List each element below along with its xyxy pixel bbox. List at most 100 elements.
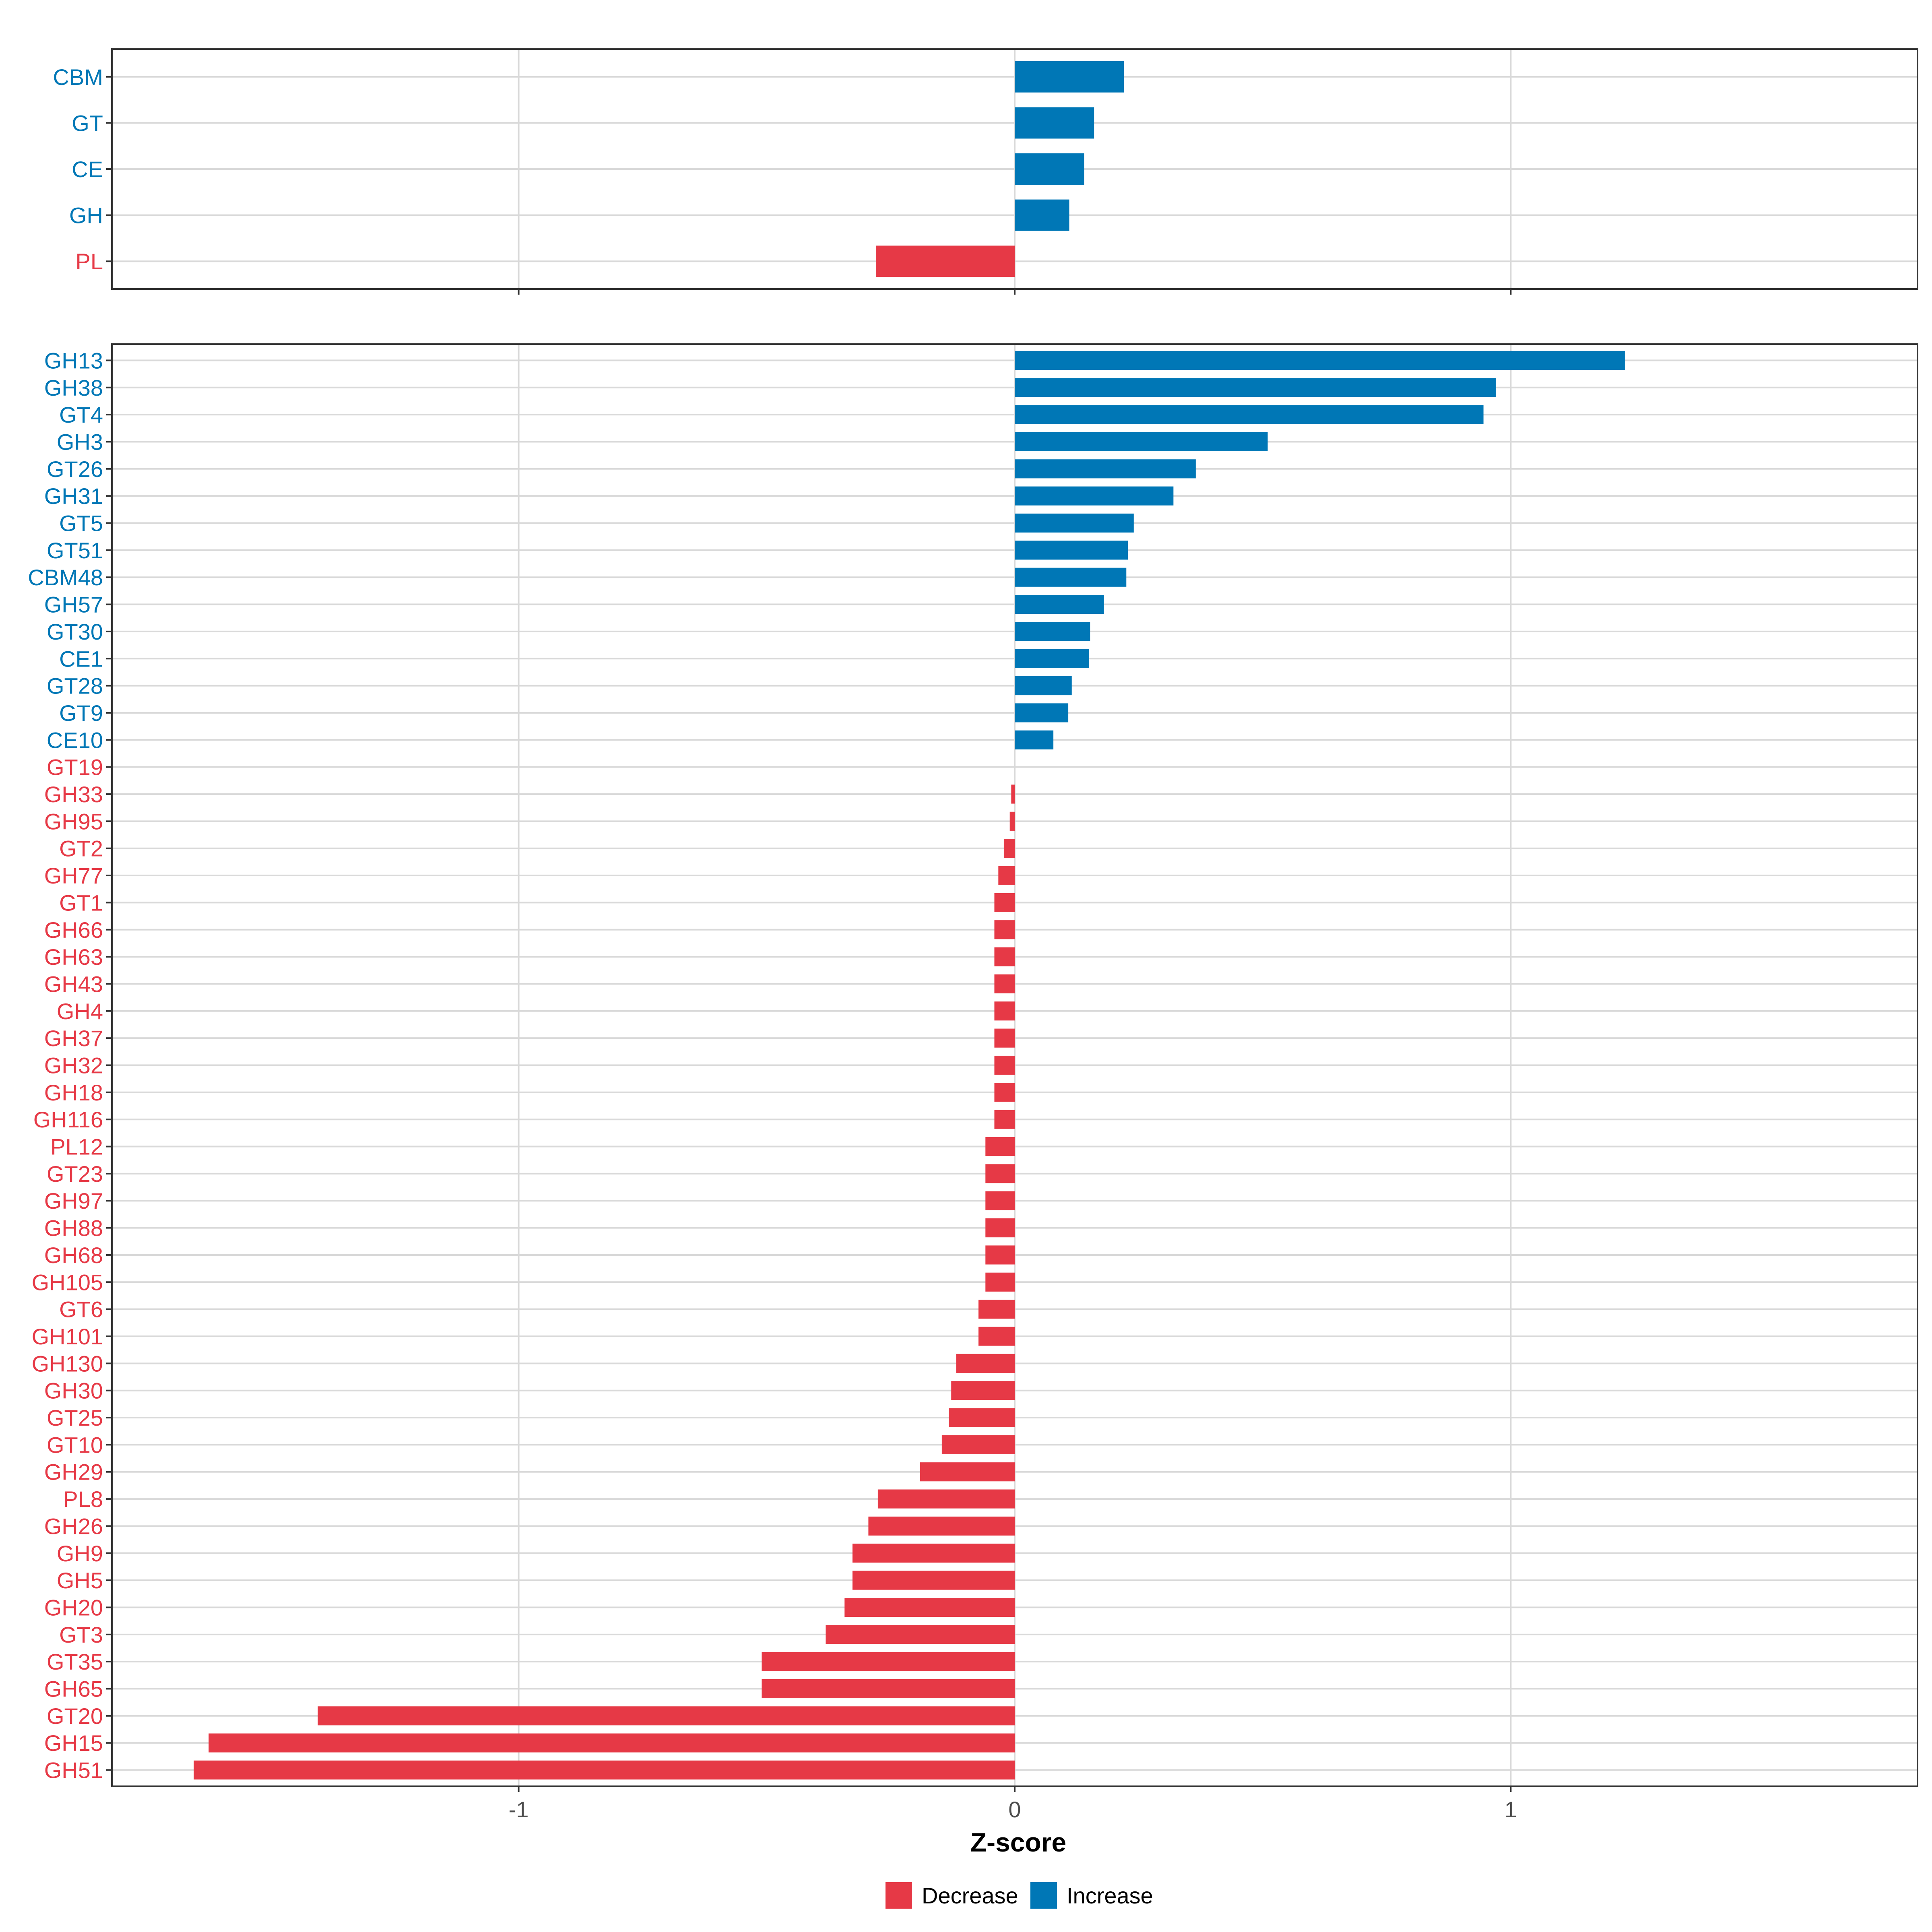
bar-gh77 bbox=[998, 866, 1015, 885]
bar-gh13 bbox=[1015, 351, 1625, 370]
y-label-gt9: GT9 bbox=[59, 700, 103, 726]
y-label-gh63: GH63 bbox=[44, 944, 103, 970]
y-label-pl: PL bbox=[76, 249, 103, 274]
y-label-cbm: CBM bbox=[53, 64, 103, 90]
bar-gh bbox=[1015, 199, 1069, 231]
bar-gh65 bbox=[762, 1679, 1015, 1699]
legend-swatch-decrease bbox=[886, 1882, 912, 1909]
y-label-gt2: GT2 bbox=[59, 836, 103, 861]
y-label-gh66: GH66 bbox=[44, 917, 103, 943]
bar-gt3 bbox=[826, 1625, 1015, 1644]
y-label-gh65: GH65 bbox=[44, 1676, 103, 1702]
bar-gh9 bbox=[852, 1544, 1015, 1563]
bar-gt26 bbox=[1015, 459, 1196, 479]
bar-gt6 bbox=[978, 1300, 1015, 1319]
y-label-gh95: GH95 bbox=[44, 809, 103, 834]
y-label-gh18: GH18 bbox=[44, 1080, 103, 1105]
bar-gh43 bbox=[994, 974, 1015, 994]
bar-ce1 bbox=[1015, 649, 1089, 668]
y-label-gh29: GH29 bbox=[44, 1459, 103, 1485]
y-label-gt51: GT51 bbox=[47, 538, 103, 563]
y-label-gt6: GT6 bbox=[59, 1297, 103, 1322]
y-label-gt10: GT10 bbox=[47, 1432, 103, 1457]
bar-gh37 bbox=[994, 1028, 1015, 1048]
y-label-gh26: GH26 bbox=[44, 1513, 103, 1539]
bar-gt51 bbox=[1015, 541, 1128, 560]
bar-gh5 bbox=[852, 1571, 1015, 1590]
y-label-gt30: GT30 bbox=[47, 619, 103, 644]
y-label-gt23: GT23 bbox=[47, 1161, 103, 1187]
bar-gh88 bbox=[985, 1218, 1015, 1238]
y-label-cbm48: CBM48 bbox=[28, 565, 103, 590]
bar-gt1 bbox=[994, 893, 1015, 912]
y-label-gh32: GH32 bbox=[44, 1053, 103, 1078]
y-label-gh68: GH68 bbox=[44, 1243, 103, 1268]
y-label-gt35: GT35 bbox=[47, 1649, 103, 1674]
y-label-ce1: CE1 bbox=[59, 646, 103, 671]
bar-pl12 bbox=[985, 1137, 1015, 1156]
bar-gt5 bbox=[1015, 513, 1134, 533]
y-label-gh13: GH13 bbox=[44, 348, 103, 373]
bar-gh4 bbox=[994, 1001, 1015, 1021]
y-label-gt5: GT5 bbox=[59, 511, 103, 536]
y-label-pl8: PL8 bbox=[63, 1486, 103, 1512]
bar-gh26 bbox=[868, 1516, 1015, 1536]
legend: Decrease Increase bbox=[886, 1882, 1153, 1909]
y-label-gh: GH bbox=[69, 203, 103, 228]
bar-pl8 bbox=[877, 1489, 1015, 1509]
bar-gh15 bbox=[208, 1733, 1015, 1752]
y-label-gh38: GH38 bbox=[44, 375, 103, 400]
bar-gh68 bbox=[985, 1245, 1015, 1265]
bar-gh38 bbox=[1015, 378, 1496, 397]
bar-gh95 bbox=[1009, 811, 1015, 831]
bar-gh20 bbox=[844, 1598, 1015, 1617]
y-label-gh33: GH33 bbox=[44, 782, 103, 807]
bar-gt2 bbox=[1003, 839, 1015, 858]
y-label-pl12: PL12 bbox=[50, 1134, 103, 1160]
x-axis: -1 0 1 bbox=[509, 1797, 1517, 1822]
bar-cbm48 bbox=[1015, 568, 1127, 587]
bar-gh63 bbox=[994, 947, 1015, 966]
y-label-gh20: GH20 bbox=[44, 1595, 103, 1620]
y-label-gh37: GH37 bbox=[44, 1026, 103, 1051]
x-tick-label: 1 bbox=[1505, 1797, 1517, 1822]
y-label-gh105: GH105 bbox=[32, 1269, 103, 1295]
y-label-gh88: GH88 bbox=[44, 1216, 103, 1241]
y-label-gt25: GT25 bbox=[47, 1405, 103, 1430]
x-axis-title: Z-score bbox=[970, 1827, 1066, 1857]
y-label-gh4: GH4 bbox=[57, 999, 103, 1024]
y-label-gh15: GH15 bbox=[44, 1730, 103, 1756]
y-label-gh43: GH43 bbox=[44, 971, 103, 997]
bar-gh101 bbox=[978, 1327, 1015, 1346]
bar-gt10 bbox=[941, 1435, 1015, 1454]
bar-gh3 bbox=[1015, 432, 1268, 452]
y-label-gh5: GH5 bbox=[57, 1568, 103, 1593]
y-label-gt28: GT28 bbox=[47, 673, 103, 699]
bar-gh29 bbox=[920, 1462, 1015, 1482]
top-panel: CBM GT CE GH PL bbox=[53, 48, 1918, 295]
bar-gt35 bbox=[762, 1652, 1015, 1671]
y-label-gh9: GH9 bbox=[57, 1541, 103, 1566]
y-label-ce: CE bbox=[72, 157, 103, 182]
bar-gt25 bbox=[949, 1408, 1015, 1427]
bar-gt4 bbox=[1015, 405, 1484, 424]
bar-gh31 bbox=[1015, 486, 1174, 506]
bar-gh57 bbox=[1015, 594, 1104, 614]
bar-gh30 bbox=[951, 1381, 1015, 1400]
bar-gt9 bbox=[1015, 703, 1069, 722]
x-tick-label: -1 bbox=[509, 1797, 529, 1822]
x-tick-label: 0 bbox=[1008, 1797, 1021, 1822]
y-label-gh101: GH101 bbox=[32, 1324, 103, 1349]
bar-ce bbox=[1015, 153, 1084, 185]
y-label-gh130: GH130 bbox=[32, 1351, 103, 1376]
y-label-gt1: GT1 bbox=[59, 890, 103, 915]
bar-gh116 bbox=[994, 1110, 1015, 1129]
bar-gh130 bbox=[956, 1354, 1015, 1373]
y-label-gh116: GH116 bbox=[33, 1107, 103, 1132]
y-label-gt26: GT26 bbox=[47, 456, 103, 482]
bar-gh32 bbox=[994, 1055, 1015, 1075]
bar-gh33 bbox=[1011, 784, 1015, 804]
bar-gt23 bbox=[985, 1164, 1015, 1183]
y-label-gt4: GT4 bbox=[59, 402, 103, 427]
